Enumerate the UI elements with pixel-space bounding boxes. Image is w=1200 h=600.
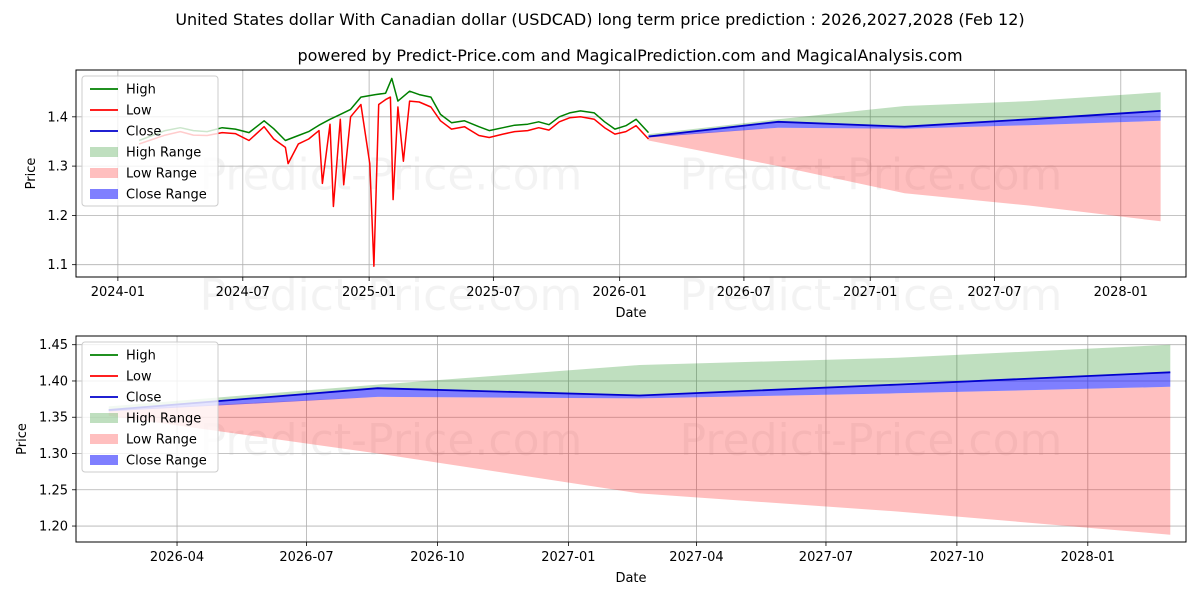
legend-label-close-range: Close Range (126, 454, 207, 469)
y-tick-label: 1.2 (47, 209, 68, 224)
y-axis-label: Price (15, 423, 30, 455)
close-series-line (108, 371, 1171, 411)
x-tick-label: 2028-01 (1061, 550, 1115, 565)
y-tick-label: 1.30 (39, 447, 68, 462)
x-tick-label: 2027-01 (541, 550, 595, 565)
watermark-text: Predict-Price.com (680, 415, 1063, 466)
plot-area (108, 344, 1171, 535)
high-range-area (648, 92, 1161, 137)
legend-swatch-low-range (90, 168, 118, 178)
legend-label-close: Close (126, 391, 161, 406)
chart-subtitle: powered by Predict-Price.com and Magical… (297, 46, 962, 65)
watermark-text: Predict-Price.com (200, 150, 583, 201)
x-tick-label: 2027-04 (669, 550, 723, 565)
legend-label-low: Low (126, 370, 152, 385)
close-range-area (648, 110, 1161, 138)
legend-box (81, 341, 219, 473)
x-tick-label: 2027-07 (967, 285, 1021, 300)
watermark-text: Predict-Price.com (680, 150, 1063, 201)
x-tick-label: 2027-01 (843, 285, 897, 300)
legend-label-low: Low (126, 104, 152, 119)
x-tick-label: 2025-01 (342, 285, 396, 300)
x-tick-label: 2028-01 (1094, 285, 1148, 300)
y-tick-label: 1.20 (39, 520, 68, 535)
x-axis-label: Date (615, 571, 646, 586)
top-panel: Predict-Price.com Predict-Price.com Predic… (24, 69, 1187, 321)
low-range-area (108, 386, 1171, 535)
close-range-area (108, 372, 1171, 412)
low-range-area (648, 120, 1161, 222)
legend: High Low Close High Range Low Range Close Ran… (81, 75, 219, 207)
low-series-line (138, 96, 650, 267)
x-tick-label: 2026-04 (150, 550, 204, 565)
chart-title: United States dollar With Canadian dolla… (175, 10, 1024, 29)
legend: High Low Close High Range Low Range Close Ran… (81, 341, 219, 473)
legend-swatch-high-range (90, 413, 118, 423)
y-tick-label: 1.1 (47, 258, 68, 273)
x-tick-label: 2024-01 (91, 285, 145, 300)
watermark-text: Predict-Price.com (200, 270, 583, 321)
legend-box (81, 75, 219, 207)
axes-frame (75, 335, 1187, 543)
high-range-area (108, 344, 1171, 410)
legend-label-high-range: High Range (126, 412, 201, 427)
legend-swatch-low-range (90, 434, 118, 444)
x-tick-label: 2025-07 (466, 285, 520, 300)
watermark-text: Predict-Price.com (680, 270, 1063, 321)
x-tick-label: 2026-10 (410, 550, 464, 565)
axes-frame (75, 69, 1187, 278)
high-series-line (138, 77, 650, 142)
y-tick-label: 1.4 (47, 110, 68, 125)
x-tick-label: 2027-10 (930, 550, 984, 565)
y-tick-label: 1.40 (39, 374, 68, 389)
close-series-line (648, 110, 1161, 138)
legend-label-high: High (126, 349, 156, 364)
plot-area (138, 77, 1161, 267)
y-tick-label: 1.35 (39, 411, 68, 426)
x-tick-label: 2026-01 (593, 285, 647, 300)
x-tick-label: 2026-07 (279, 550, 333, 565)
y-tick-label: 1.3 (47, 160, 68, 175)
x-tick-label: 2026-07 (717, 285, 771, 300)
legend-label-high-range: High Range (126, 146, 201, 161)
x-tick-label: 2027-07 (799, 550, 853, 565)
legend-label-close-range: Close Range (126, 188, 207, 203)
legend-swatch-high-range (90, 147, 118, 157)
legend-label-high: High (126, 83, 156, 98)
y-tick-label: 1.45 (39, 338, 68, 353)
x-tick-label: 2024-07 (216, 285, 270, 300)
bottom-panel: Predict-Price.com Predict-Price.com 2026-0… (15, 335, 1187, 586)
legend-label-close: Close (126, 125, 161, 140)
legend-swatch-close-range (90, 189, 118, 199)
legend-label-low-range: Low Range (126, 433, 197, 448)
x-axis-label: Date (615, 306, 646, 321)
legend-label-low-range: Low Range (126, 167, 197, 182)
legend-swatch-close-range (90, 455, 118, 465)
y-tick-label: 1.25 (39, 483, 68, 498)
watermark-text: Predict-Price.com (200, 415, 583, 466)
y-axis-label: Price (24, 158, 39, 190)
